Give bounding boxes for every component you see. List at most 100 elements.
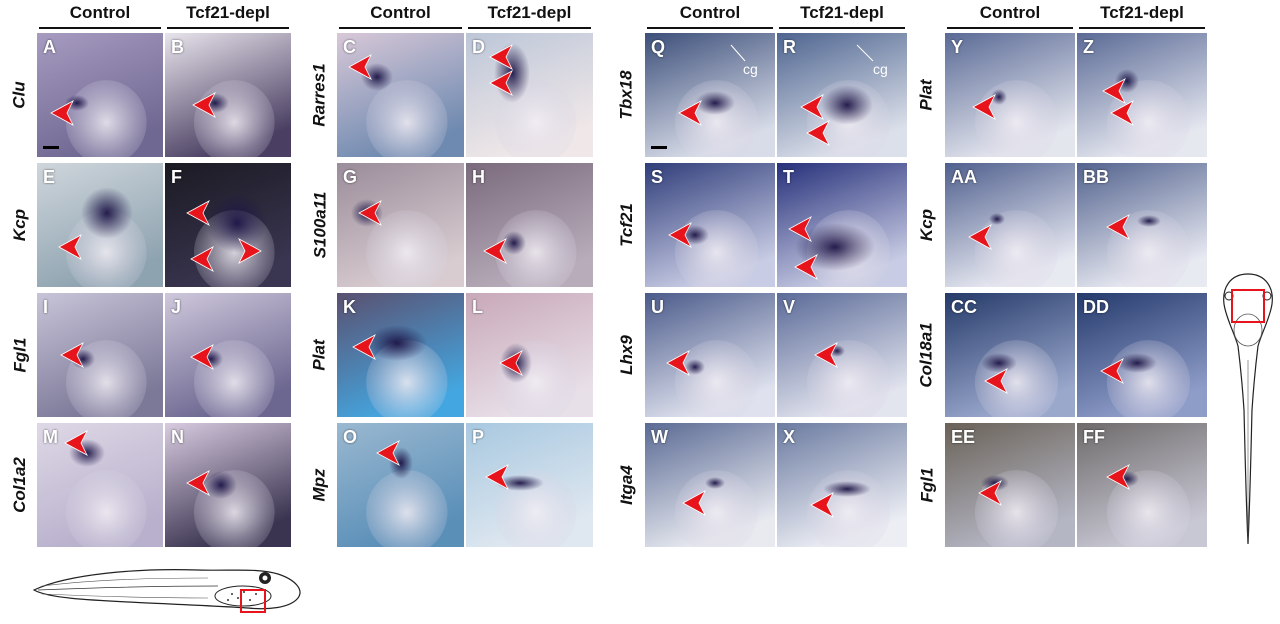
gene-row-label: Tcf21	[617, 203, 636, 247]
panel-letter-label: K	[343, 297, 356, 317]
column-header-tcf21-depl: Tcf21-depl	[800, 3, 884, 22]
panel-letter-label: Y	[951, 37, 964, 57]
panel-letter-label: O	[343, 427, 358, 447]
micrograph-panel: P	[466, 423, 593, 547]
column-header-underline	[647, 27, 773, 29]
micrograph-panel: M	[37, 423, 163, 547]
panel-letter-label: L	[472, 297, 483, 317]
column-header-underline	[39, 27, 161, 29]
micrograph-panel: AA	[945, 163, 1075, 287]
gene-row-label: Fgl1	[10, 337, 30, 373]
panel-letter-label: B	[171, 37, 184, 57]
gene-row-label: Mpz	[310, 468, 330, 502]
micrograph-panel: X	[777, 423, 907, 547]
scale-bar	[651, 146, 667, 149]
tadpole-side-view-diagram	[32, 569, 301, 613]
gene-row-label: Kcp	[917, 208, 936, 242]
gene-row-label: Tbx18	[617, 70, 637, 120]
column-header-underline	[1079, 27, 1205, 29]
column-header-tcf21-depl: Tcf21-depl	[487, 3, 572, 22]
annotation-leader-line	[730, 44, 746, 62]
micrograph-panel: L	[466, 293, 593, 417]
panel-letter-label: CC	[951, 297, 977, 317]
micrograph-panel: H	[466, 163, 593, 287]
micrograph-panel: Z	[1077, 33, 1207, 157]
micrograph-panel: F	[165, 163, 291, 287]
scale-bar	[43, 146, 59, 149]
panel-letter-label: I	[43, 297, 49, 317]
gene-row-label: Fgl1	[917, 467, 937, 503]
column-header-control: Control	[370, 3, 431, 22]
panel-letter-label: C	[343, 37, 356, 57]
panel-letter-label: T	[783, 167, 794, 187]
gene-row-label: Lhx9	[617, 335, 636, 375]
micrograph-panel: G	[337, 163, 464, 287]
gene-row-label: Clu	[10, 81, 30, 109]
micrograph-panel: E	[37, 163, 163, 287]
gene-row-label: Kcp	[10, 208, 29, 242]
panel-letter-label: M	[43, 427, 58, 447]
column-header-control: Control	[679, 3, 741, 22]
micrograph-panel: B	[165, 33, 291, 157]
gene-row-label: Col1a2	[10, 457, 29, 513]
micrograph-panel: DD	[1077, 293, 1207, 417]
column-header-underline	[167, 27, 289, 29]
panel-letter-label: X	[783, 427, 796, 447]
gene-row-label: Rarres1	[310, 63, 330, 127]
micrograph-panel: Y	[945, 33, 1075, 157]
micrograph-panel: C	[337, 33, 464, 157]
panel-letter-label: V	[783, 297, 796, 317]
annotation-leader-line	[856, 44, 874, 62]
panel-letter-label: FF	[1083, 427, 1105, 447]
micrograph-panel: J	[165, 293, 291, 417]
column-header-underline	[468, 27, 591, 29]
panel-letter-label: EE	[951, 427, 976, 447]
micrograph-panel: I	[37, 293, 163, 417]
gene-row-label: Plat	[917, 79, 936, 111]
micrograph-panel: O	[337, 423, 464, 547]
panel-letter-label: R	[783, 37, 796, 57]
gene-row-label: Itga4	[617, 465, 636, 505]
gene-row-label: Col18a1	[917, 322, 937, 388]
panel-letter-label: N	[171, 427, 184, 447]
micrograph-panel: FF	[1077, 423, 1207, 547]
panel-letter-label: J	[171, 297, 182, 317]
column-header-underline	[947, 27, 1073, 29]
micrograph-panel: S	[645, 163, 775, 287]
panel-letter-label: D	[472, 37, 485, 57]
gene-row-label: Plat	[310, 339, 329, 371]
micrograph-panel: D	[466, 33, 593, 157]
micrograph-panel: N	[165, 423, 291, 547]
micrograph-panel: A	[37, 33, 163, 157]
micrograph-panel: K	[337, 293, 464, 417]
column-header-tcf21-depl: Tcf21-depl	[186, 3, 270, 22]
cement-gland-annotation: cg	[743, 61, 758, 77]
panel-letter-label: DD	[1083, 297, 1109, 317]
panel-letter-label: G	[343, 167, 358, 187]
panel-letter-label: U	[651, 297, 664, 317]
micrograph-panel: CC	[945, 293, 1075, 417]
panel-letter-label: F	[171, 167, 182, 187]
column-header-underline	[779, 27, 905, 29]
column-header-tcf21-depl: Tcf21-depl	[1100, 3, 1184, 22]
panel-letter-label: H	[472, 167, 485, 187]
column-header-control: Control	[979, 3, 1041, 22]
column-header-control: Control	[69, 3, 131, 22]
tadpole-ventral-view-diagram	[1223, 273, 1273, 545]
panel-letter-label: A	[43, 37, 56, 57]
micrograph-panel: EE	[945, 423, 1075, 547]
panel-letter-label: S	[651, 167, 664, 187]
column-header-underline	[339, 27, 462, 29]
micrograph-panel: T	[777, 163, 907, 287]
gene-row-label: S100a11	[310, 191, 329, 259]
panel-letter-label: W	[651, 427, 668, 447]
micrograph-panel: U	[645, 293, 775, 417]
panel-letter-label: Q	[651, 37, 666, 57]
panel-letter-label: P	[472, 427, 485, 447]
panel-letter-label: Z	[1083, 37, 1094, 57]
panel-letter-label: E	[43, 167, 56, 187]
panel-letter-label: AA	[951, 167, 977, 187]
micrograph-panel: BB	[1077, 163, 1207, 287]
